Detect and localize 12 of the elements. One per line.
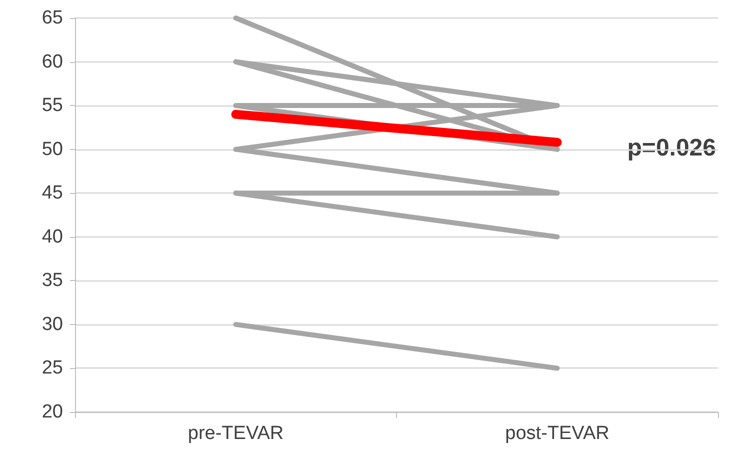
y-tick-label: 20 bbox=[42, 402, 63, 422]
y-tick-label: 65 bbox=[42, 8, 63, 28]
x-tick-label: pre-TEVAR bbox=[188, 423, 284, 444]
y-tick-label: 30 bbox=[42, 314, 63, 335]
y-tick-label: 50 bbox=[42, 138, 63, 160]
y-tick-label: 60 bbox=[42, 51, 63, 72]
y-tick-label: 35 bbox=[42, 270, 63, 292]
y-tick-label: 45 bbox=[42, 182, 63, 204]
y-tick-label: 40 bbox=[42, 226, 63, 248]
y-tick-label: 25 bbox=[42, 358, 63, 379]
x-tick-label: post-TEVAR bbox=[505, 423, 610, 444]
y-tick-label: 55 bbox=[42, 95, 63, 116]
